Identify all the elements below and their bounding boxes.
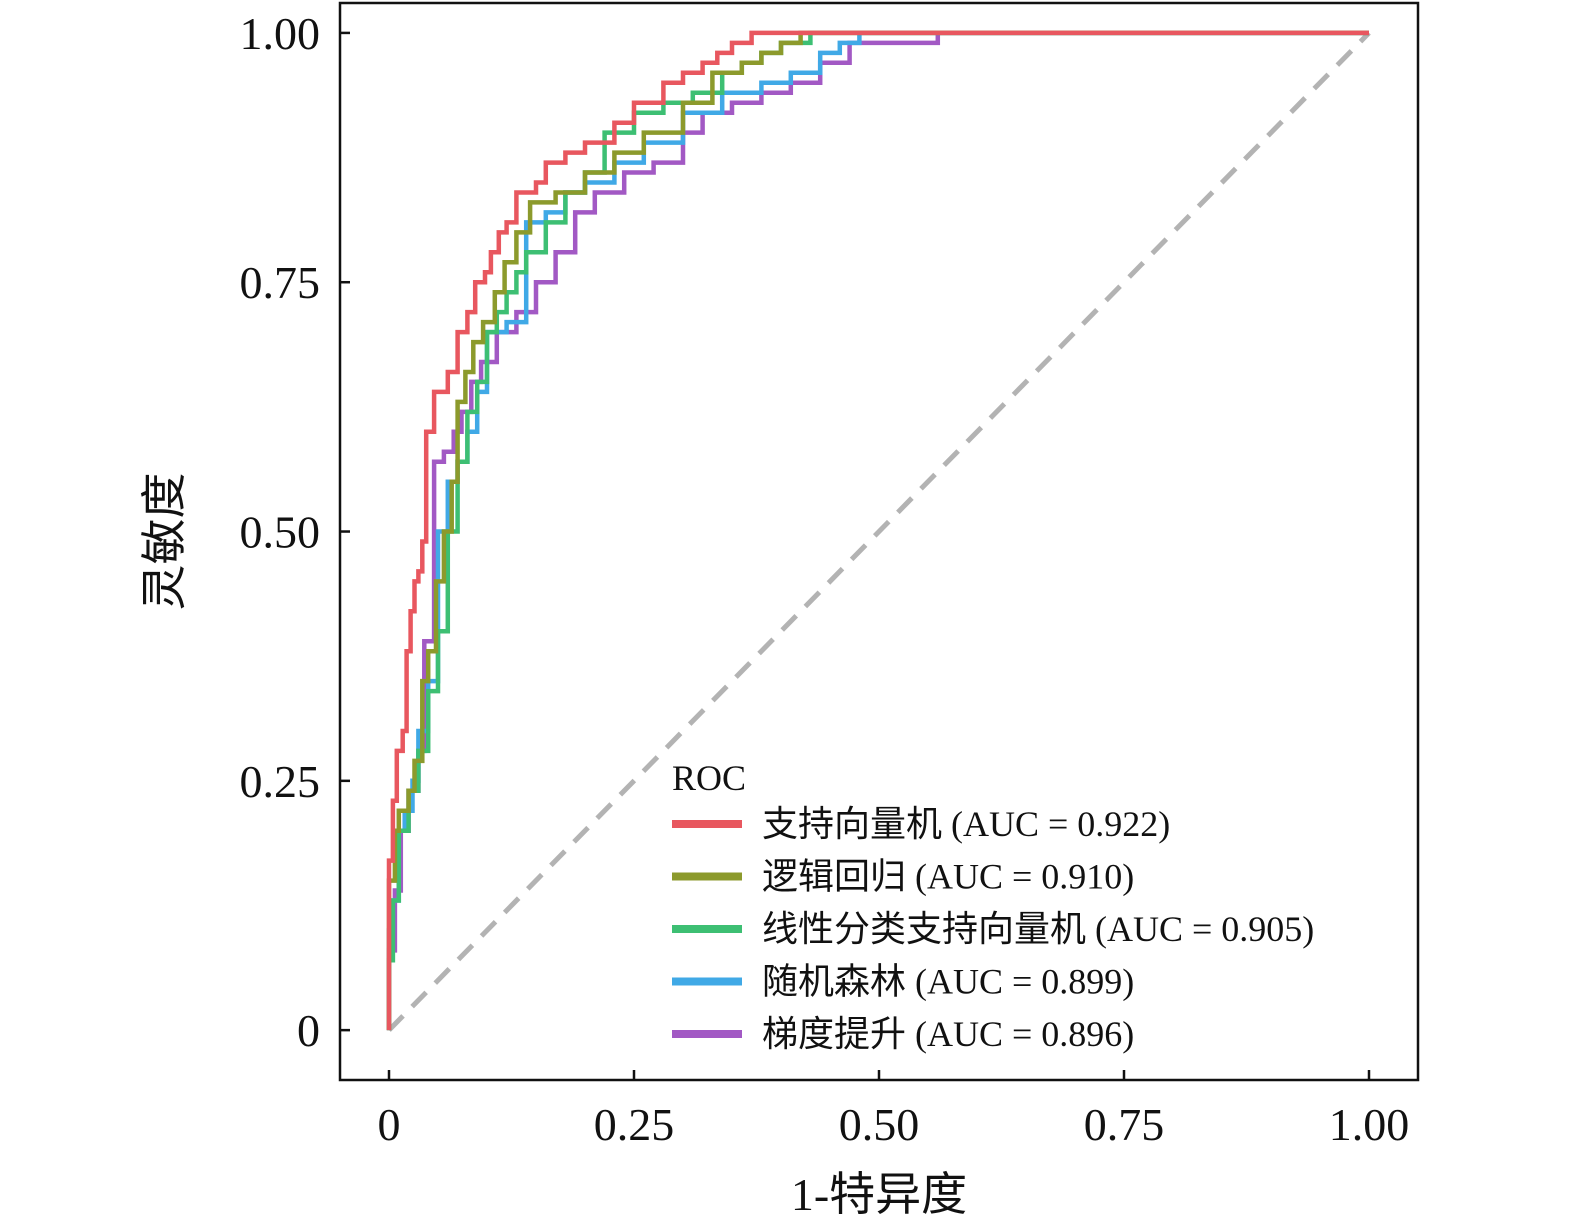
y-tick-label: 0.50 [240, 507, 321, 558]
x-tick-label: 0 [378, 1099, 401, 1150]
series-line-2 [386, 30, 1369, 1031]
legend-label-3: 线性分类支持向量机 (AUC = 0.905) [762, 909, 1314, 949]
legend-label-1: 支持向量机 (AUC = 0.922) [762, 804, 1170, 844]
y-axis-title: 灵敏度 [139, 473, 190, 611]
legend: ROC 支持向量机 (AUC = 0.922) 逻辑回归 (AUC = 0.910)… [672, 758, 1314, 1054]
x-tick-label: 1.00 [1329, 1099, 1410, 1150]
x-tick-label: 0.50 [839, 1099, 920, 1150]
x-tick-label: 0.25 [594, 1099, 675, 1150]
legend-label-4: 随机森林 (AUC = 0.899) [762, 962, 1134, 1002]
legend-title: ROC [672, 758, 746, 798]
legend-label-5: 梯度提升 (AUC = 0.896) [762, 1014, 1134, 1054]
y-tick-label: 0.75 [240, 257, 321, 308]
legend-label-2: 逻辑回归 (AUC = 0.910) [762, 857, 1134, 897]
y-tick-label: 0 [297, 1005, 320, 1056]
x-tick-label: 0.75 [1084, 1099, 1165, 1150]
series-line-1 [386, 30, 1369, 1031]
axes: 0 0.25 0.50 0.75 1.00 0 0.25 0.50 0.75 1.00 1-特异度 灵… [139, 1, 1420, 1220]
y-tick-label: 0.25 [240, 756, 321, 807]
x-axis-title: 1-特异度 [791, 1169, 967, 1220]
y-tick-label: 1.00 [240, 8, 321, 59]
plot-area [386, 30, 1371, 1032]
reference-diagonal-line [387, 31, 1371, 1032]
